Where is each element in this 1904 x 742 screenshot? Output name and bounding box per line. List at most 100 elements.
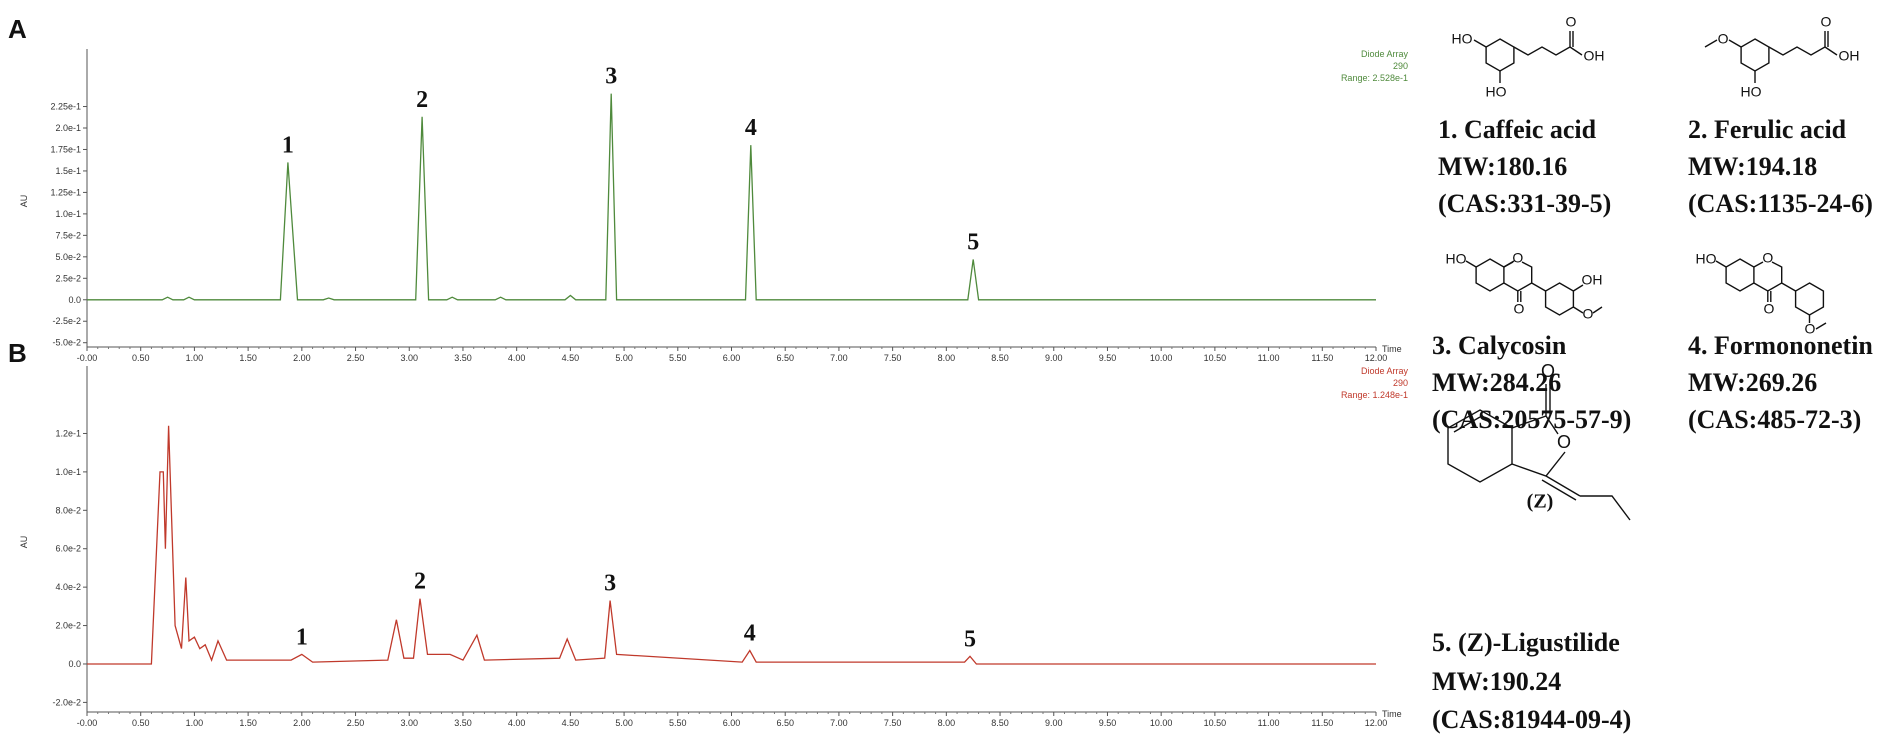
y-tick-label: -2.5e-2 [52,316,81,326]
compound-mw: MW:190.24 [1432,667,1561,696]
y-tick-label: -2.0e-2 [52,697,81,707]
x-tick-label: 11.50 [1311,718,1333,728]
x-tick-label: 2.50 [347,718,365,728]
compound-cas: (CAS:1135-24-6) [1688,189,1873,218]
atom: OH [1582,272,1603,288]
compound-name: 4. Formononetin [1688,331,1873,360]
y-tick-label: 0.0 [68,295,81,305]
x-tick-label: 12.00 [1365,718,1388,728]
x-tick-label: 4.00 [508,718,526,728]
atom: O [1805,321,1816,337]
compound-cas: (CAS:81944-09-4) [1432,705,1631,734]
y-tick-label: 8.0e-2 [55,505,81,515]
x-tick-label: 6.00 [723,718,741,728]
panel-label: B [8,338,27,368]
y-tick-label: 4.0e-2 [55,582,81,592]
x-tick-label: 2.00 [293,718,311,728]
peak-label: 3 [604,571,616,597]
structure: HO HO O OH [1452,14,1605,100]
y-tick-label: 1.0e-1 [55,467,81,477]
x-tick-label: 0.50 [132,353,150,363]
x-tick-label: 7.50 [884,353,902,363]
x-tick-label: 11.00 [1258,718,1280,728]
y-tick-label: 1.25e-1 [50,187,81,197]
compound-3: 3. Calycosin MW:284.26 (CAS:20575-57-9) … [1432,250,1631,434]
compound-mw: MW:180.16 [1438,152,1567,181]
x-tick-label: 2.00 [293,353,311,363]
detector-note: 290 [1393,378,1408,388]
compound-1: 1. Caffeic acid MW:180.16 (CAS:331-39-5)… [1438,14,1611,218]
x-tick-label: -0.00 [77,718,98,728]
compound-cas: (CAS:485-72-3) [1688,405,1861,434]
detector-note: Diode Array [1361,49,1409,59]
compound-2: 2. Ferulic acid MW:194.18 (CAS:1135-24-6… [1688,14,1873,218]
structure: O O (Z) [1447,361,1631,521]
x-tick-label: 6.50 [776,718,794,728]
compound-mw: MW:269.26 [1688,368,1817,397]
atom: O [1566,14,1577,30]
atom: O [1583,306,1594,322]
x-tick-label: 7.00 [830,718,848,728]
x-tick-label: 1.50 [239,353,257,363]
atom: O [1557,432,1571,452]
atom: HO [1452,31,1473,47]
x-tick-label: 3.50 [454,353,472,363]
x-tick-label: 6.00 [723,353,741,363]
x-tick-label: 2.50 [347,353,365,363]
atom: O [1514,301,1525,317]
peak-label: 4 [744,621,756,647]
y-tick-label: 1.75e-1 [50,144,81,154]
x-tick-label: 4.50 [562,718,580,728]
compound-4: 4. Formononetin MW:269.26 (CAS:485-72-3)… [1688,250,1873,434]
y-tick-label: 2.0e-2 [55,621,81,631]
trace [87,93,1376,301]
y-tick-label: 5.0e-2 [55,252,81,262]
x-tick-label: 11.50 [1311,353,1333,363]
x-tick-label: 1.00 [186,718,204,728]
x-tick-label: 5.00 [615,718,633,728]
y-tick-label: 2.0e-1 [55,123,81,133]
atom: OH [1839,48,1860,64]
compound-mw: MW:284.26 [1432,368,1561,397]
y-tick-label: -5.0e-2 [52,338,81,348]
atom: OH [1584,48,1605,64]
x-tick-label: 10.00 [1150,718,1173,728]
chromatograms: A -5.0e-2 -2.5e-2 0.0 2.5e-2 5.0e-2 7.5e-2 1.0e… [8,14,1408,728]
x-tick-label: 9.00 [1045,718,1063,728]
y-axis-label: AU [19,536,29,549]
x-axis-label: Time [1382,344,1402,354]
atom: O [1541,361,1555,381]
atom: O [1512,250,1523,266]
x-tick-label: 9.50 [1099,353,1117,363]
x-tick-label: 9.00 [1045,353,1063,363]
x-tick-label: 6.50 [776,353,794,363]
y-tick-label: 1.5e-1 [55,166,81,176]
x-tick-label: 5.50 [669,353,687,363]
atom: HO [1741,84,1762,100]
atom: O [1821,14,1832,30]
y-tick-label: 0.0 [68,659,81,669]
x-tick-label: 1.00 [186,353,204,363]
peak-label: 1 [282,132,294,158]
x-axis-label: Time [1382,709,1402,719]
atom: O [1762,250,1773,266]
atom: (Z) [1527,491,1554,513]
y-tick-label: 1.2e-1 [55,428,81,438]
peak-label: 2 [414,569,426,595]
compound-cas: (CAS:20575-57-9) [1432,405,1631,434]
x-tick-label: -0.00 [77,353,98,363]
x-tick-label: 3.50 [454,718,472,728]
x-tick-label: 8.50 [991,718,1009,728]
atom: HO [1486,84,1507,100]
x-tick-label: 8.00 [938,353,956,363]
x-tick-label: 8.50 [991,353,1009,363]
x-tick-label: 7.00 [830,353,848,363]
compound-name: 2. Ferulic acid [1688,115,1847,144]
compound-name: 3. Calycosin [1432,331,1567,360]
x-tick-label: 5.00 [615,353,633,363]
compound-name: 1. Caffeic acid [1438,115,1597,144]
structure: O HO O OH O [1446,250,1603,322]
peak-label: 2 [416,87,428,113]
